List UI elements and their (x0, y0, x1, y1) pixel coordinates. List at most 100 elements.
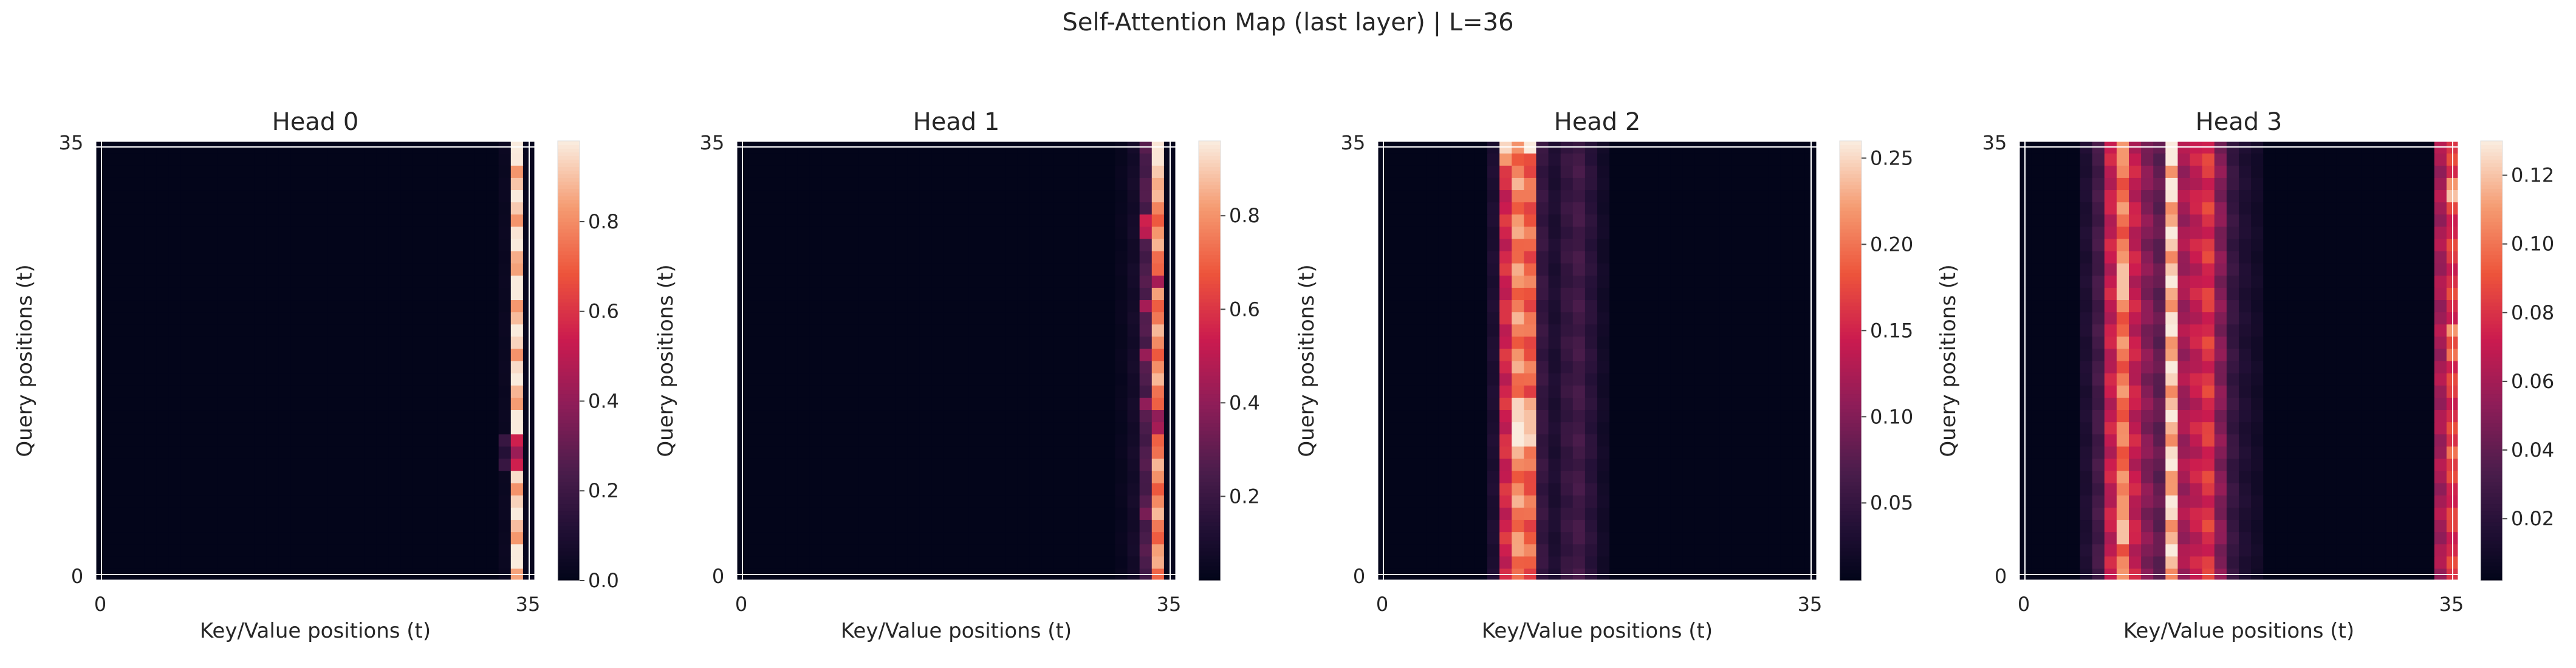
heatmap-cell (254, 361, 267, 373)
heatmap-cell (388, 385, 402, 398)
heatmap-cell (2349, 519, 2362, 533)
heatmap-cell (1732, 324, 1744, 337)
heatmap-cell (266, 177, 279, 191)
heatmap-cell (486, 519, 499, 533)
heatmap-cell (1005, 202, 1018, 215)
heatmap-cell (1719, 189, 1732, 203)
colorbar-segment (1840, 295, 1862, 299)
heatmap-cell (1584, 446, 1598, 459)
heatmap-cell (266, 214, 279, 227)
heatmap-cell (1572, 226, 1586, 239)
heatmap-cell (981, 471, 993, 483)
heatmap-cell (1499, 189, 1512, 203)
heatmap-cell (748, 409, 761, 423)
heatmap-cell (2165, 519, 2179, 533)
heatmap-cell (907, 556, 920, 569)
colorbar-segment (1840, 269, 1862, 273)
colorbar-segment (558, 287, 580, 292)
colorbar-segment (1840, 196, 1862, 200)
heatmap-cell (931, 519, 945, 533)
heatmap-cell (1499, 471, 1512, 483)
heatmap-cell (797, 385, 810, 398)
heatmap-cell (2055, 348, 2069, 361)
heatmap-cell (400, 361, 414, 373)
heatmap-cell (1572, 397, 1586, 411)
heatmap-cell (2177, 458, 2191, 471)
heatmap-cell (352, 397, 365, 411)
heatmap-cell (1487, 471, 1500, 483)
heatmap-cell (498, 409, 512, 423)
heatmap-cell (785, 189, 798, 203)
heatmap-cell (1103, 299, 1116, 313)
heatmap-cell (1584, 189, 1598, 203)
heatmap-cell (907, 312, 920, 325)
heatmap-cell (474, 471, 487, 483)
heatmap-cell (352, 263, 365, 276)
heatmap-cell (1426, 434, 1439, 447)
heatmap-cell (1719, 434, 1732, 447)
heatmap-cell (1597, 312, 1610, 325)
heatmap-cell (218, 238, 230, 251)
heatmap-cell (498, 214, 512, 227)
heatmap-cell (1389, 153, 1402, 166)
heatmap-cell (968, 263, 981, 276)
heatmap-cell (1017, 214, 1030, 227)
heatmap-cell (2043, 556, 2056, 569)
heatmap-cell (846, 519, 859, 533)
heatmap-cell (218, 556, 230, 569)
heatmap-cell (1756, 214, 1769, 227)
heatmap-cell (400, 214, 414, 227)
heatmap-cell (388, 544, 402, 557)
heatmap-cell (1768, 299, 1781, 313)
colorbar-segment (1199, 335, 1221, 339)
colorbar-segment (558, 349, 580, 354)
colorbar-segment (1840, 265, 1862, 270)
heatmap-cell (1462, 312, 1476, 325)
heatmap-cell (871, 361, 883, 373)
heatmap-cell (327, 165, 340, 178)
heatmap-cell (1622, 434, 1634, 447)
heatmap-cell (1646, 263, 1659, 276)
heatmap-cell (1707, 177, 1720, 191)
heatmap-cell (883, 299, 896, 313)
heatmap-cell (425, 544, 438, 557)
heatmap-cell (1005, 409, 1018, 423)
heatmap-cell (266, 471, 279, 483)
heatmap-cell (1780, 214, 1793, 227)
heatmap-cell (2141, 348, 2154, 361)
heatmap-cell (834, 458, 847, 471)
heatmap-cell (242, 361, 255, 373)
heatmap-cell (1487, 556, 1500, 569)
heatmap-cell (2263, 373, 2276, 386)
heatmap-cell (2324, 531, 2337, 545)
heatmap-cell (156, 348, 170, 361)
heatmap-cell (1682, 153, 1696, 166)
heatmap-cell (1389, 275, 1402, 288)
heatmap-cell (2202, 495, 2215, 508)
heatmap-cell (931, 556, 945, 569)
heatmap-cell (1103, 397, 1116, 411)
heatmap-cell (1402, 458, 1414, 471)
heatmap-cell (1768, 165, 1781, 178)
heatmap-cell (2373, 385, 2386, 398)
heatmap-cell (413, 446, 426, 459)
heatmap-cell (218, 495, 230, 508)
heatmap-cell (1103, 153, 1116, 166)
heatmap-cell (1732, 348, 1744, 361)
heatmap-cell (1091, 348, 1103, 361)
heatmap-cell (2336, 544, 2349, 557)
heatmap-cell (1622, 409, 1634, 423)
heatmap-cell (364, 263, 377, 276)
heatmap-cell (290, 324, 304, 337)
heatmap-cell (290, 397, 304, 411)
heatmap-cell (230, 471, 242, 483)
heatmap-cell (1780, 312, 1793, 325)
heatmap-cell (254, 189, 267, 203)
heatmap-cell (156, 385, 170, 398)
heatmap-cell (1719, 409, 1732, 423)
heatmap-cell (1402, 287, 1414, 301)
colorbar-segment (1840, 152, 1862, 156)
colorbar-segment (1199, 482, 1221, 486)
heatmap-cell (1548, 312, 1561, 325)
heatmap-cell (1548, 336, 1561, 349)
